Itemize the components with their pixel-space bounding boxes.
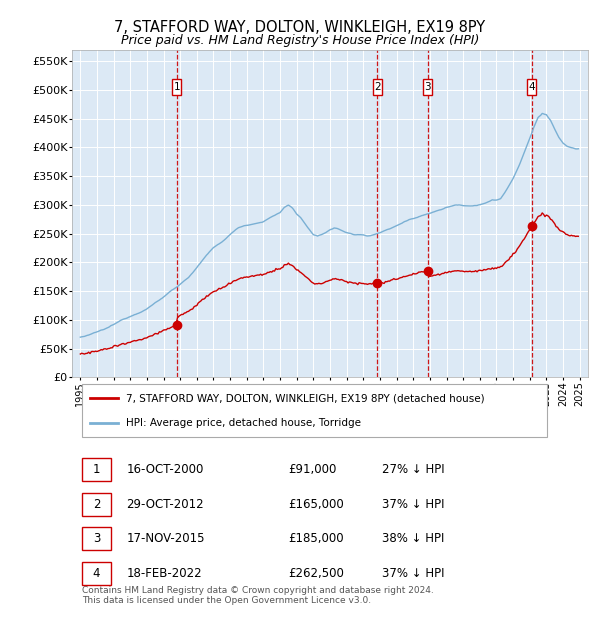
Bar	[373, 79, 382, 95]
Text: 27% ↓ HPI: 27% ↓ HPI	[382, 463, 444, 476]
Text: £262,500: £262,500	[289, 567, 344, 580]
Text: 16-OCT-2000: 16-OCT-2000	[126, 463, 203, 476]
Text: 3: 3	[425, 82, 431, 92]
Text: 1: 1	[173, 82, 180, 92]
Bar	[82, 492, 110, 516]
Text: Contains HM Land Registry data © Crown copyright and database right 2024.
This d: Contains HM Land Registry data © Crown c…	[82, 586, 434, 605]
Text: 29-OCT-2012: 29-OCT-2012	[126, 497, 204, 510]
Text: 7, STAFFORD WAY, DOLTON, WINKLEIGH, EX19 8PY: 7, STAFFORD WAY, DOLTON, WINKLEIGH, EX19…	[115, 20, 485, 35]
Bar	[82, 527, 110, 550]
Text: 7, STAFFORD WAY, DOLTON, WINKLEIGH, EX19 8PY (detached house): 7, STAFFORD WAY, DOLTON, WINKLEIGH, EX19…	[126, 393, 485, 403]
Text: 2: 2	[93, 497, 100, 510]
Bar	[82, 562, 110, 585]
Text: 37% ↓ HPI: 37% ↓ HPI	[382, 497, 444, 510]
Text: HPI: Average price, detached house, Torridge: HPI: Average price, detached house, Torr…	[126, 418, 361, 428]
Bar	[82, 458, 110, 481]
Bar	[527, 79, 536, 95]
Bar	[423, 79, 433, 95]
Bar	[82, 384, 547, 437]
Text: 1: 1	[93, 463, 100, 476]
Text: £185,000: £185,000	[289, 532, 344, 545]
Text: £91,000: £91,000	[289, 463, 337, 476]
Text: 38% ↓ HPI: 38% ↓ HPI	[382, 532, 444, 545]
Text: 37% ↓ HPI: 37% ↓ HPI	[382, 567, 444, 580]
Text: 4: 4	[93, 567, 100, 580]
Text: 4: 4	[529, 82, 535, 92]
Text: Price paid vs. HM Land Registry's House Price Index (HPI): Price paid vs. HM Land Registry's House …	[121, 34, 479, 46]
Text: 2: 2	[374, 82, 380, 92]
Text: 3: 3	[93, 532, 100, 545]
Bar	[172, 79, 181, 95]
Text: 17-NOV-2015: 17-NOV-2015	[126, 532, 205, 545]
Text: £165,000: £165,000	[289, 497, 344, 510]
Text: 18-FEB-2022: 18-FEB-2022	[126, 567, 202, 580]
